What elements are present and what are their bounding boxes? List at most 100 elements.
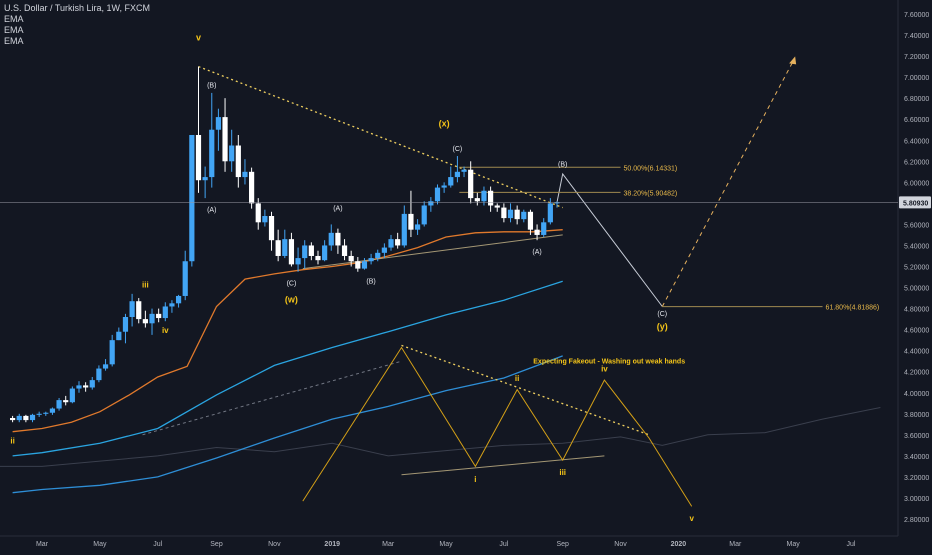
candle-body	[182, 261, 188, 296]
candle-body	[175, 295, 182, 304]
ema-slow-line	[12, 355, 563, 494]
candle-body	[481, 190, 487, 202]
ema-indicator-label[interactable]: EMA	[4, 25, 24, 35]
candle-body	[434, 187, 441, 202]
price-axis-tick: 5.40000	[904, 243, 929, 250]
candle-body	[521, 211, 527, 220]
price-axis-tick: 5.00000	[904, 286, 929, 293]
time-axis-tick: Mar	[729, 541, 742, 548]
ema-layer	[0, 229, 881, 494]
annotation-text: Expecting Fakeout - Washing out weak han…	[533, 358, 685, 365]
price-axis-tick: 6.40000	[904, 138, 929, 145]
candle-body	[282, 239, 288, 256]
candle-body	[534, 229, 540, 235]
candle-body	[109, 340, 115, 365]
candle-body	[275, 240, 281, 256]
price-axis-tick: 6.20000	[904, 159, 929, 166]
candle-body	[341, 245, 348, 256]
ema-indicator-label[interactable]: EMA	[4, 36, 24, 46]
candle-body	[215, 117, 222, 130]
pattern-zigzag-line	[302, 346, 693, 507]
last-price-label: 5.80930	[903, 200, 928, 207]
candle-body	[262, 216, 268, 223]
fib-level-label: 38.20%(5.90482)	[624, 190, 678, 197]
candle-body	[242, 171, 248, 178]
pattern-support-line	[401, 455, 605, 476]
ema-fast-line	[12, 229, 563, 433]
time-axis-tick: May	[439, 541, 453, 548]
candle-body	[76, 385, 82, 389]
candle-body	[401, 213, 407, 246]
symbol-title[interactable]: U.S. Dollar / Turkish Lira, 1W, FXCM	[4, 3, 151, 13]
candle-body	[149, 313, 155, 324]
wave-label: (C)	[657, 311, 667, 318]
candle-body	[322, 245, 328, 261]
candle-body	[388, 239, 394, 248]
wave-label: v	[689, 514, 694, 523]
candle-body	[63, 400, 69, 403]
candle-body	[507, 209, 514, 219]
price-axis-tick: 7.60000	[904, 12, 929, 19]
candle-body	[461, 169, 467, 172]
wave-label: (x)	[439, 119, 450, 129]
candle-body	[156, 313, 162, 319]
candle-body	[268, 216, 275, 241]
wave-label: (B)	[366, 278, 375, 285]
price-axis-tick: 5.60000	[904, 222, 929, 229]
candle-body	[315, 255, 321, 261]
time-axis-tick: Jul	[847, 541, 856, 548]
candle-body	[474, 198, 480, 202]
price-axis-tick: 6.00000	[904, 180, 929, 187]
price-axis-tick: 4.60000	[904, 328, 929, 335]
wave-label: (w)	[285, 294, 298, 304]
time-axis-tick: Jul	[499, 541, 508, 548]
candle-body	[43, 412, 49, 414]
price-axis-tick: 6.60000	[904, 117, 929, 124]
time-axis-tick: Nov	[268, 541, 281, 548]
candle-body	[514, 209, 520, 220]
candle-body	[209, 129, 215, 178]
wave-label: (C)	[287, 280, 297, 287]
price-axis-tick: 5.20000	[904, 265, 929, 272]
wave-label: iii	[142, 281, 149, 290]
candle-body	[189, 134, 195, 262]
candle-body	[195, 134, 202, 181]
candle-body	[368, 258, 374, 262]
price-axis-tick: 6.80000	[904, 96, 929, 103]
wave-label: ii	[10, 436, 14, 445]
price-axis-tick: 4.80000	[904, 307, 929, 314]
candle-body	[83, 385, 89, 388]
candle-body	[142, 319, 148, 324]
ghost-wave-line	[0, 407, 881, 467]
candle-body	[501, 207, 507, 219]
candle-body	[308, 245, 314, 256]
candle-body	[255, 203, 261, 223]
pattern-resistance-line	[401, 344, 650, 436]
candle-body	[229, 145, 235, 162]
candle-body	[448, 177, 454, 186]
ema-indicator-label[interactable]: EMA	[4, 14, 24, 24]
candle-body	[23, 415, 29, 421]
price-axis-tick: 3.00000	[904, 496, 929, 503]
candle-body	[36, 413, 42, 415]
candle-body	[169, 303, 175, 307]
candle-body	[468, 169, 474, 199]
time-axis-tick: Mar	[36, 541, 49, 548]
candle-body	[428, 201, 434, 206]
candle-body	[395, 239, 401, 246]
candle-body	[335, 232, 341, 246]
candle-body	[328, 232, 334, 246]
candle-body	[408, 213, 414, 230]
time-axis-tick: 2019	[324, 541, 340, 548]
candle-body	[202, 177, 208, 181]
candle-body	[302, 245, 308, 259]
candle-body	[348, 255, 354, 262]
candle-body	[454, 171, 461, 178]
candle-body	[381, 247, 387, 253]
candle-body	[222, 117, 228, 162]
candle-body	[129, 301, 135, 317]
